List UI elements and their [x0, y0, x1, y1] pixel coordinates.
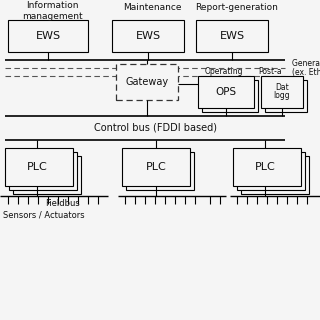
Text: OPS: OPS [215, 87, 236, 97]
Text: Dat: Dat [275, 83, 289, 92]
Bar [8, 20, 88, 52]
Bar [233, 148, 301, 186]
Bar [198, 76, 254, 108]
Text: Maintenance: Maintenance [123, 4, 181, 12]
Text: Post-a: Post-a [258, 68, 282, 76]
Text: (ex. Ether: (ex. Ether [292, 68, 320, 76]
Text: Operating: Operating [205, 68, 244, 76]
Bar [265, 80, 307, 112]
Bar [202, 80, 258, 112]
Bar [126, 152, 194, 190]
Text: Information
management: Information management [22, 1, 82, 21]
Text: PLC: PLC [27, 162, 47, 172]
Text: EWS: EWS [36, 31, 60, 41]
Bar [241, 156, 309, 194]
Bar [237, 152, 305, 190]
Text: Fieldbus: Fieldbus [45, 199, 80, 209]
Text: PLC: PLC [146, 162, 166, 172]
Text: EWS: EWS [220, 31, 244, 41]
Bar [9, 152, 77, 190]
Bar [261, 76, 303, 108]
Bar [122, 148, 190, 186]
Bar [116, 64, 178, 100]
Text: PLC: PLC [255, 162, 276, 172]
Bar [5, 148, 73, 186]
Text: logg: logg [274, 91, 290, 100]
Text: General p: General p [292, 60, 320, 68]
Bar [196, 20, 268, 52]
Text: Sensors / Actuators: Sensors / Actuators [3, 211, 84, 220]
Text: Control bus (FDDI based): Control bus (FDDI based) [93, 123, 217, 133]
Text: EWS: EWS [135, 31, 161, 41]
Bar [112, 20, 184, 52]
Text: Gateway: Gateway [125, 77, 169, 87]
Text: Report-generation: Report-generation [196, 4, 278, 12]
Bar [13, 156, 81, 194]
